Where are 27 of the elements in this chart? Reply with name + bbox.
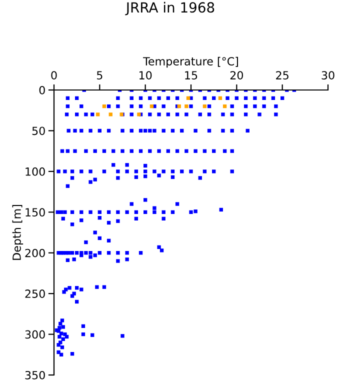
chart-title: JRRA in 1968 bbox=[125, 2, 214, 16]
y-axis-title: Depth [m] bbox=[12, 205, 24, 260]
point bbox=[108, 112, 112, 116]
point bbox=[186, 96, 190, 100]
y-tick-label: 200 bbox=[25, 248, 45, 258]
x-tick-label: 25 bbox=[276, 71, 288, 80]
x-tick-label: 30 bbox=[322, 71, 334, 80]
point bbox=[96, 112, 100, 116]
y-tick-label: 300 bbox=[25, 330, 45, 339]
x-tick-label: 5 bbox=[96, 71, 102, 80]
point bbox=[184, 104, 188, 108]
y-tick-label: 0 bbox=[39, 86, 45, 94]
point bbox=[222, 104, 227, 108]
point bbox=[218, 96, 222, 100]
y-tick-label: 150 bbox=[26, 208, 45, 217]
point bbox=[202, 104, 207, 108]
point bbox=[150, 104, 154, 108]
x-tick-label: 0 bbox=[51, 71, 57, 80]
y-tick-label: 350 bbox=[25, 370, 45, 380]
x-axis-title: Temperature [°C] bbox=[143, 56, 238, 68]
x-tick-label: 10 bbox=[139, 71, 152, 80]
y-tick-label: 250 bbox=[25, 290, 45, 298]
y-tick-label: 100 bbox=[26, 167, 45, 176]
point bbox=[102, 104, 106, 108]
x-tick-label: 15 bbox=[185, 71, 198, 80]
x-tick-label: 20 bbox=[230, 71, 243, 80]
y-tick-label: 50 bbox=[32, 126, 45, 136]
